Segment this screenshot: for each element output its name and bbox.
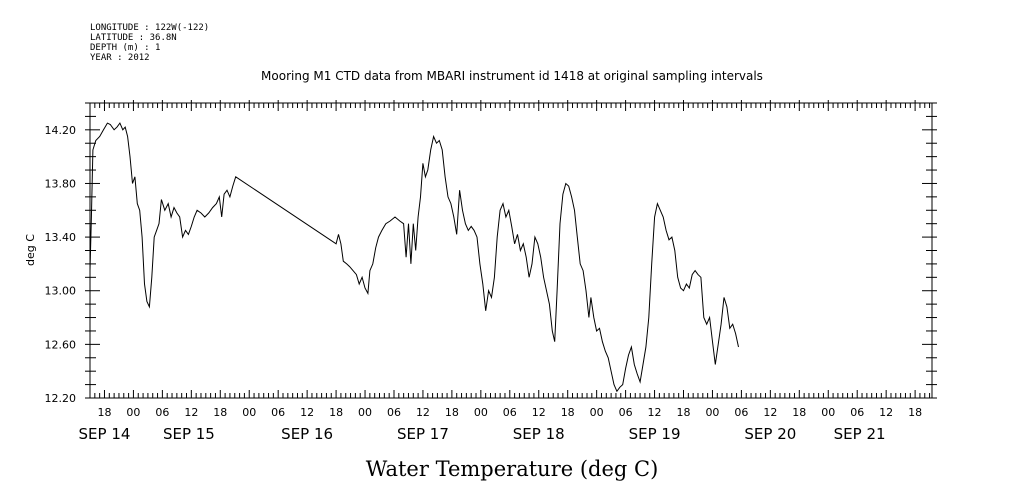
x-hour-label: 12 [300,406,314,419]
x-day-label: SEP 14 [79,425,131,443]
x-day-label: SEP 15 [163,425,215,443]
x-hour-label: 18 [445,406,459,419]
x-day-label: SEP 20 [744,425,796,443]
x-hour-label: 00 [821,406,835,419]
x-hour-label: 00 [590,406,604,419]
y-tick-label: 12.60 [45,338,77,351]
x-axis-title: Water Temperature (deg C) [366,457,659,481]
x-hour-label: 12 [763,406,777,419]
x-hour-label: 18 [561,406,575,419]
x-hour-label: 12 [532,406,546,419]
x-hour-label: 06 [503,406,517,419]
metadata-year: YEAR : 2012 [90,53,150,63]
y-tick-label: 12.20 [45,392,77,405]
x-hour-label: 06 [155,406,169,419]
x-axis: 18 00 06 12 18 00 06 12 18 00 06 12 18 00 06 12 18 00 06 12… [79,100,931,443]
y-tick-label: 13.00 [45,285,77,298]
x-day-label: SEP 19 [629,425,681,443]
x-hour-label: 00 [358,406,372,419]
series-line-water-temperature [89,122,739,393]
plot-frame [89,102,933,399]
metadata-latitude: LATITUDE : 36.8N [90,33,177,43]
x-hour-label: 06 [387,406,401,419]
x-hour-label: 12 [184,406,198,419]
x-hour-label: 00 [126,406,140,419]
x-hour-label: 06 [619,406,633,419]
x-hour-label: 12 [879,406,893,419]
x-day-label: SEP 21 [834,425,886,443]
x-hour-label: 00 [705,406,719,419]
y-tick-label: 14.20 [45,124,77,137]
chart-title: Mooring M1 CTD data from MBARI instrumen… [261,69,763,83]
x-hour-label: 18 [677,406,691,419]
x-hour-label: 18 [213,406,227,419]
x-hour-label: 06 [850,406,864,419]
x-hour-label: 06 [734,406,748,419]
y-axis: 12.20 12.60 13.00 13.40 13.80 14.20 [45,102,937,405]
y-tick-label: 13.40 [45,231,77,244]
x-hour-label: 00 [242,406,256,419]
x-hour-label: 18 [97,406,111,419]
x-hour-label: 18 [792,406,806,419]
x-hour-label: 06 [271,406,285,419]
x-day-label: SEP 17 [397,425,449,443]
x-hour-label: 00 [474,406,488,419]
metadata-longitude: LONGITUDE : 122W(-122) [90,23,209,33]
x-hour-label: 18 [908,406,922,419]
metadata-block: LONGITUDE : 122W(-122) LATITUDE : 36.8N … [90,23,209,63]
x-hour-label: 18 [329,406,343,419]
y-tick-label: 13.80 [45,177,77,190]
x-day-label: SEP 18 [513,425,565,443]
y-axis-label: deg C [24,234,37,266]
x-hour-label: 12 [648,406,662,419]
x-hour-label: 12 [416,406,430,419]
metadata-depth: DEPTH (m) : 1 [90,43,160,53]
x-day-label: SEP 16 [281,425,333,443]
